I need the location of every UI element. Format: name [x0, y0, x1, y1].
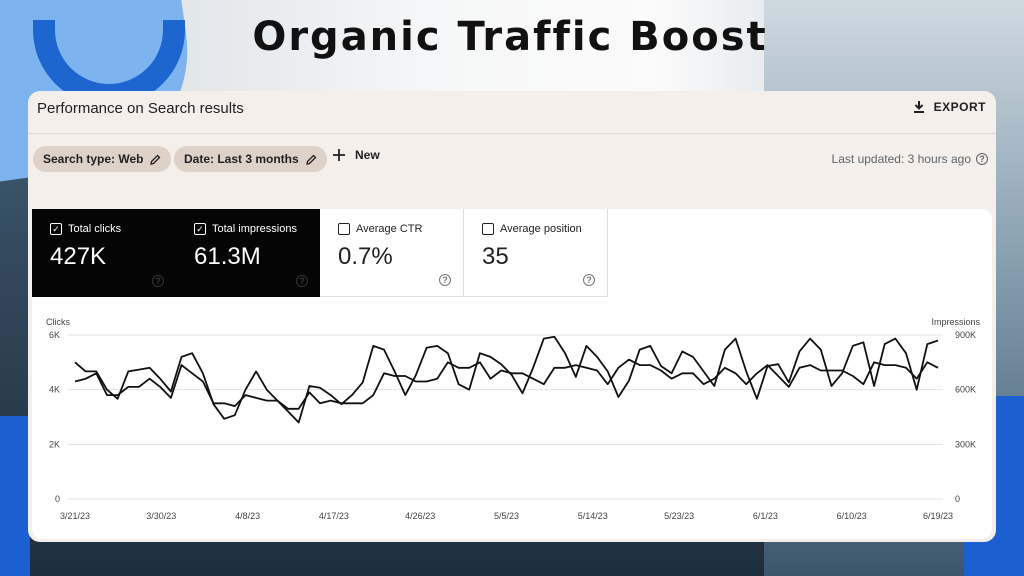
y-left-tick-label: 4K — [49, 385, 60, 395]
metric-label: Average position — [500, 223, 582, 235]
metric-label: Total clicks — [68, 223, 122, 235]
series-line-clicks — [74, 358, 939, 410]
date-label: Date: Last 3 months — [184, 152, 299, 166]
plus-icon — [333, 149, 345, 161]
metric-card-average-position[interactable]: Average position 35 ? — [464, 209, 608, 297]
metric-value: 35 — [482, 243, 509, 270]
y-right-tick-label: 600K — [955, 385, 976, 395]
checkbox-unchecked-icon[interactable] — [482, 223, 494, 235]
search-type-filter-chip[interactable]: Search type: Web — [33, 146, 172, 172]
y-right-tick-label: 900K — [955, 330, 976, 340]
y-left-tick-label: 2K — [49, 439, 60, 449]
download-icon — [913, 101, 924, 113]
x-tick-label: 5/23/23 — [664, 511, 694, 521]
x-tick-label: 4/26/23 — [405, 511, 435, 521]
pencil-icon — [150, 154, 161, 165]
y-right-tick-label: 300K — [955, 439, 976, 449]
metric-card-total-clicks[interactable]: ✓ Total clicks 427K ? — [32, 209, 176, 297]
background-top-band — [150, 0, 870, 92]
panel-title: Performance on Search results — [37, 100, 244, 117]
x-tick-label: 4/17/23 — [319, 511, 349, 521]
checkbox-unchecked-icon[interactable] — [338, 223, 350, 235]
checkbox-checked-icon[interactable]: ✓ — [50, 223, 62, 235]
x-tick-label: 6/1/23 — [753, 511, 778, 521]
headline: Organic Traffic Boost — [252, 14, 768, 60]
metric-value: 427K — [50, 243, 107, 270]
export-label: EXPORT — [933, 100, 986, 114]
x-tick-label: 6/19/23 — [923, 511, 953, 521]
x-tick-label: 5/14/23 — [578, 511, 608, 521]
metric-card-total-impressions[interactable]: ✓ Total impressions 61.3M ? — [176, 209, 320, 297]
help-icon[interactable]: ? — [976, 153, 988, 165]
x-tick-label: 3/30/23 — [146, 511, 176, 521]
series-line-impressions — [74, 335, 939, 424]
metric-label: Average CTR — [356, 223, 423, 235]
y-right-axis-title: Impressions — [931, 317, 980, 327]
performance-panel: Performance on Search results EXPORT Sea… — [28, 91, 996, 542]
y-left-tick-label: 6K — [49, 330, 60, 340]
date-filter-chip[interactable]: Date: Last 3 months — [174, 146, 327, 172]
x-tick-label: 6/10/23 — [837, 511, 867, 521]
x-tick-label: 5/5/23 — [494, 511, 519, 521]
performance-chart: 0 0 2K 300K 4K 600K 6K 900K Clicks Impressions 3/2… — [46, 317, 981, 521]
help-icon[interactable]: ? — [152, 275, 164, 287]
header-divider — [28, 133, 996, 134]
last-updated: Last updated: 3 hours ago ? — [832, 152, 988, 166]
y-right-tick-label: 0 — [955, 494, 960, 504]
search-type-label: Search type: Web — [43, 152, 144, 166]
metric-card-average-ctr[interactable]: Average CTR 0.7% ? — [320, 209, 464, 297]
checkbox-checked-icon[interactable]: ✓ — [194, 223, 206, 235]
help-icon[interactable]: ? — [583, 274, 595, 286]
new-filter-button[interactable]: New — [332, 148, 380, 162]
export-button[interactable]: EXPORT — [912, 100, 986, 114]
pencil-icon — [305, 154, 317, 165]
metric-label: Total impressions — [212, 223, 297, 235]
y-left-tick-label: 0 — [55, 494, 60, 504]
metric-value: 61.3M — [194, 243, 261, 270]
metric-value: 0.7% — [338, 243, 393, 270]
new-label: New — [355, 148, 380, 162]
help-icon[interactable]: ? — [439, 274, 451, 286]
help-icon[interactable]: ? — [296, 275, 308, 287]
x-tick-label: 4/8/23 — [235, 511, 260, 521]
y-left-axis-title: Clicks — [46, 317, 70, 327]
x-tick-label: 3/21/23 — [60, 511, 90, 521]
last-updated-text: Last updated: 3 hours ago — [831, 152, 971, 166]
background-corner-blue-left — [0, 416, 30, 576]
